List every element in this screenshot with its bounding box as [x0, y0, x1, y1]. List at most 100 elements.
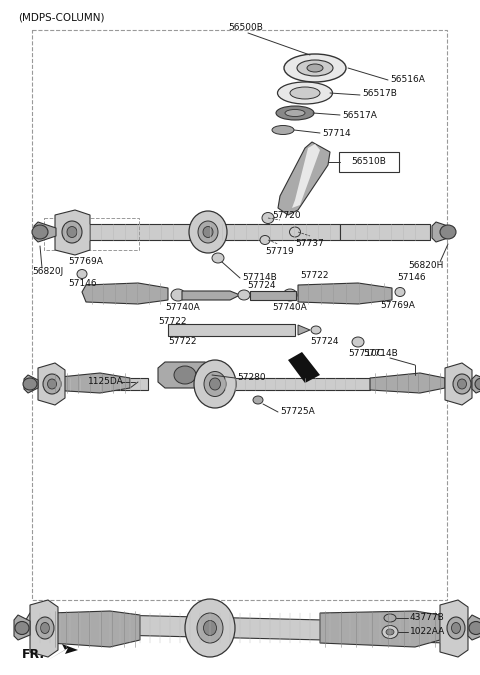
FancyBboxPatch shape [339, 152, 399, 172]
Ellipse shape [197, 613, 223, 643]
Ellipse shape [452, 622, 460, 634]
Polygon shape [292, 144, 320, 208]
Ellipse shape [174, 366, 196, 384]
Text: 57710C: 57710C [348, 350, 383, 358]
Text: 56517A: 56517A [342, 111, 377, 119]
Text: 57724: 57724 [310, 338, 338, 346]
Ellipse shape [440, 225, 456, 239]
Polygon shape [250, 291, 296, 300]
Text: 57719: 57719 [265, 248, 294, 256]
Ellipse shape [23, 378, 37, 390]
Ellipse shape [289, 227, 300, 237]
Ellipse shape [384, 614, 396, 622]
Ellipse shape [290, 87, 320, 99]
Text: 57146: 57146 [68, 279, 96, 288]
Text: 57737: 57737 [295, 240, 324, 248]
Polygon shape [320, 611, 440, 647]
Polygon shape [55, 224, 195, 240]
Polygon shape [82, 283, 168, 304]
Polygon shape [55, 210, 90, 255]
Ellipse shape [48, 379, 57, 389]
Text: (MDPS-COLUMN): (MDPS-COLUMN) [18, 13, 105, 23]
Polygon shape [298, 283, 392, 304]
Ellipse shape [209, 378, 220, 390]
Text: 57725A: 57725A [280, 408, 315, 416]
Ellipse shape [469, 622, 480, 634]
Ellipse shape [62, 221, 82, 243]
Text: 1125DA: 1125DA [88, 377, 124, 387]
Ellipse shape [212, 253, 224, 263]
Ellipse shape [15, 622, 29, 634]
Ellipse shape [272, 126, 294, 134]
Polygon shape [468, 615, 480, 640]
Ellipse shape [453, 374, 471, 394]
Polygon shape [440, 600, 468, 657]
Polygon shape [50, 373, 130, 393]
Ellipse shape [36, 617, 54, 639]
Ellipse shape [276, 106, 314, 120]
Polygon shape [168, 324, 295, 336]
Ellipse shape [311, 326, 321, 334]
Text: 57769A: 57769A [380, 302, 415, 311]
Ellipse shape [307, 64, 323, 72]
Text: 57714B: 57714B [242, 273, 277, 283]
Ellipse shape [395, 288, 405, 296]
Text: 57740A: 57740A [165, 304, 200, 313]
Polygon shape [38, 363, 65, 405]
Polygon shape [278, 142, 330, 215]
Ellipse shape [352, 337, 364, 347]
Text: 1022AA: 1022AA [410, 628, 445, 637]
Ellipse shape [77, 269, 87, 279]
Text: 57722: 57722 [300, 271, 328, 281]
Ellipse shape [475, 378, 480, 390]
Text: FR.: FR. [22, 649, 45, 662]
Polygon shape [298, 325, 310, 335]
Ellipse shape [284, 54, 346, 82]
Ellipse shape [40, 622, 49, 634]
Text: 43777B: 43777B [410, 614, 445, 622]
Ellipse shape [189, 211, 227, 253]
Bar [44, 218, 139, 250]
Polygon shape [288, 352, 320, 383]
Polygon shape [195, 224, 340, 240]
Polygon shape [48, 644, 78, 660]
Text: 57769A: 57769A [68, 257, 103, 267]
Ellipse shape [67, 227, 77, 238]
Text: 57146: 57146 [397, 273, 426, 283]
Ellipse shape [238, 290, 250, 300]
Text: 56517B: 56517B [362, 88, 397, 97]
Text: 56820H: 56820H [408, 261, 444, 271]
Polygon shape [158, 362, 212, 388]
Ellipse shape [204, 371, 226, 396]
Polygon shape [445, 363, 472, 405]
Ellipse shape [457, 379, 467, 389]
Bar [32, 30, 447, 600]
Text: 56820J: 56820J [32, 267, 63, 277]
Polygon shape [14, 615, 30, 640]
Ellipse shape [134, 379, 142, 385]
Text: 57714: 57714 [322, 128, 350, 138]
Ellipse shape [260, 236, 270, 244]
Polygon shape [432, 222, 454, 242]
Ellipse shape [285, 109, 305, 117]
Polygon shape [182, 291, 240, 300]
Polygon shape [34, 222, 56, 242]
Polygon shape [370, 373, 445, 393]
Ellipse shape [194, 360, 236, 408]
Ellipse shape [171, 289, 185, 301]
Text: 56500B: 56500B [228, 24, 263, 32]
Ellipse shape [277, 82, 333, 104]
Text: 56516A: 56516A [390, 76, 425, 84]
Ellipse shape [43, 374, 61, 394]
Ellipse shape [204, 620, 216, 635]
Ellipse shape [262, 213, 274, 223]
Ellipse shape [198, 221, 218, 243]
Text: 57722: 57722 [168, 338, 196, 346]
Polygon shape [340, 224, 430, 240]
Polygon shape [50, 611, 140, 647]
Ellipse shape [32, 225, 48, 239]
Ellipse shape [203, 227, 213, 238]
Polygon shape [30, 600, 58, 657]
Ellipse shape [297, 60, 333, 76]
Polygon shape [24, 375, 38, 393]
